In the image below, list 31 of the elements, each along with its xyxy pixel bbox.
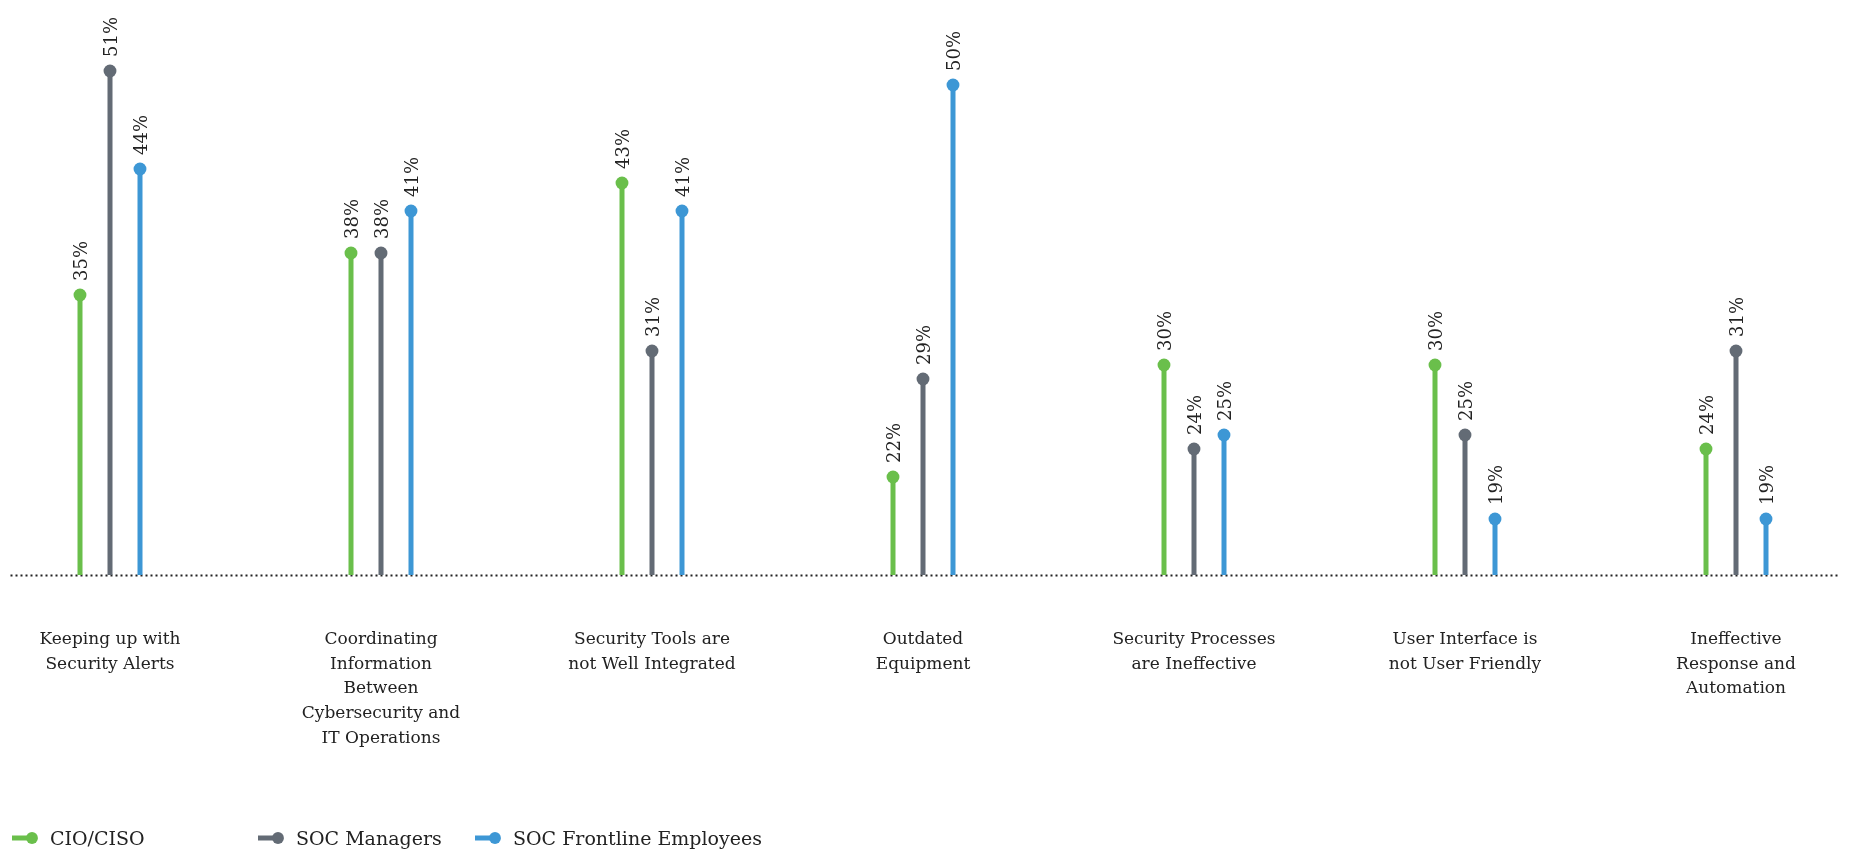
x-tick-label: Coordinating Information Between Cybersecurity and IT Operations [301, 628, 461, 747]
x-tick-label: User Interface is not User Friendly [1388, 628, 1542, 673]
data-label: 24% [1696, 394, 1717, 435]
legend-label: SOC Managers [296, 827, 442, 849]
data-label: 24% [1184, 394, 1205, 435]
data-label: 43% [612, 128, 633, 169]
data-label: 35% [70, 240, 91, 281]
data-label: 51% [100, 16, 121, 57]
x-tick-label: Keeping up with Security Alerts [39, 628, 181, 673]
legend-label: CIO/CISO [50, 827, 145, 849]
data-label: 38% [341, 198, 362, 239]
legend-label: SOC Frontline Employees [513, 827, 762, 849]
data-label: 19% [1756, 464, 1777, 505]
data-label: 22% [883, 422, 904, 463]
data-label: 25% [1214, 380, 1235, 421]
data-label: 30% [1154, 310, 1175, 351]
data-label: 38% [371, 198, 392, 239]
data-label: 29% [913, 324, 934, 365]
data-label: 19% [1485, 464, 1506, 505]
data-label: 41% [401, 156, 422, 197]
data-label: 41% [672, 156, 693, 197]
data-label: 25% [1455, 380, 1476, 421]
data-label: 50% [943, 30, 964, 71]
x-tick-label: Security Processes are Ineffective [1112, 628, 1276, 673]
x-tick-label: Ineffective Response and Automation [1676, 628, 1797, 698]
data-label: 31% [1726, 296, 1747, 337]
x-tick-label: Security Tools are not Well Integrated [568, 628, 736, 673]
data-label: 31% [642, 296, 663, 337]
data-label: 44% [130, 114, 151, 155]
x-tick-label: Outdated Equipment [875, 628, 971, 673]
data-label: 30% [1425, 310, 1446, 351]
